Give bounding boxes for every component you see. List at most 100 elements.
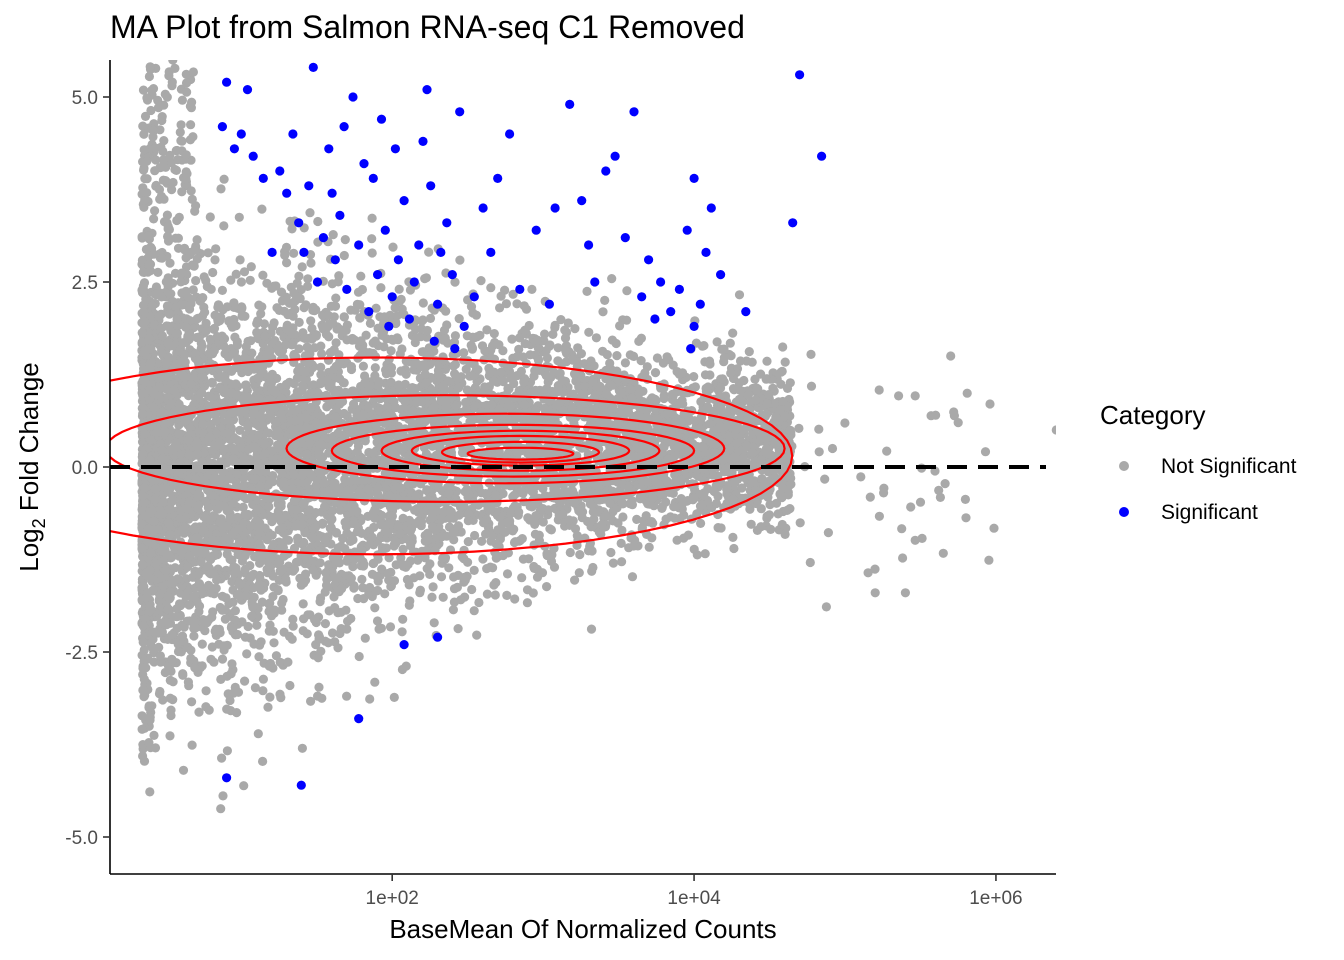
not-significant-point [669,502,679,512]
not-significant-point [482,325,492,335]
not-significant-point [201,686,211,696]
not-significant-point [746,519,756,529]
not-significant-point [333,608,343,618]
not-significant-point [735,356,746,366]
not-significant-point [469,565,479,576]
not-significant-point [218,791,228,801]
not-significant-point [436,572,447,582]
not-significant-point [386,346,396,356]
not-significant-point [343,554,353,564]
not-significant-point [191,276,201,286]
not-significant-point [481,529,491,539]
not-significant-point [476,498,486,508]
not-significant-point [636,356,646,366]
not-significant-point [502,569,513,579]
not-significant-point [341,325,351,335]
not-significant-point [322,582,333,592]
not-significant-point [545,524,555,534]
not-significant-point [585,499,596,509]
not-significant-point [454,314,464,324]
not-significant-point [617,557,627,567]
not-significant-point [502,590,512,601]
not-significant-point [250,683,260,693]
not-significant-point [264,501,274,512]
not-significant-point [627,500,638,510]
not-significant-point [418,298,428,308]
not-significant-point [229,314,239,325]
not-significant-point [620,358,631,368]
not-significant-point [454,510,464,520]
not-significant-point [293,533,303,543]
not-significant-point [615,321,625,331]
not-significant-point [222,746,232,756]
not-significant-point [328,318,338,328]
not-significant-point [715,383,726,393]
not-significant-point [780,529,790,540]
not-significant-point [154,642,164,653]
not-significant-point [234,212,244,222]
not-significant-point [425,569,435,580]
not-significant-point [209,657,219,667]
not-significant-point [471,310,481,320]
not-significant-point [216,804,226,814]
not-significant-point [389,692,399,703]
not-significant-point [349,583,359,593]
not-significant-point [522,598,533,608]
not-significant-point [398,614,408,624]
not-significant-point [441,306,451,316]
not-significant-point [496,375,507,385]
not-significant-point [712,337,722,347]
not-significant-point [476,276,486,286]
not-significant-point [181,286,191,296]
not-significant-point [388,242,398,252]
not-significant-point [427,592,437,602]
not-significant-point [459,545,469,555]
not-significant-point [659,393,669,404]
not-significant-point [438,592,448,602]
not-significant-point [150,206,160,216]
not-significant-point [385,622,396,632]
not-significant-point [606,547,616,558]
not-significant-point [263,702,273,712]
not-significant-point [490,590,500,600]
not-significant-point [233,354,243,364]
not-significant-point [570,324,580,334]
not-significant-point [327,628,338,638]
not-significant-point [145,787,155,797]
not-significant-point [217,753,227,763]
not-significant-point [340,235,350,245]
not-significant-point [192,332,202,343]
not-significant-point [415,571,425,581]
not-significant-point [477,536,487,546]
not-significant-point [528,588,538,598]
not-significant-point [297,743,307,753]
not-significant-point [314,634,324,644]
not-significant-point [425,313,436,323]
not-significant-point [448,361,458,371]
not-significant-point [584,327,594,337]
not-significant-point [443,338,453,348]
not-significant-point [600,295,610,305]
not-significant-point [405,596,415,606]
not-significant-point [370,603,380,613]
not-significant-point [331,293,341,303]
not-significant-point [305,208,315,218]
not-significant-point [154,311,164,322]
not-significant-point [589,514,599,524]
not-significant-point [469,606,479,616]
not-significant-point [734,290,745,300]
not-significant-point [401,661,411,671]
not-significant-point [540,329,550,339]
not-significant-point [222,704,232,714]
not-significant-point [449,584,460,594]
not-significant-point [425,559,435,569]
not-significant-point [313,216,323,227]
not-significant-point [316,370,326,380]
not-significant-point [616,538,626,549]
not-significant-point [520,325,530,335]
not-significant-point [515,333,525,343]
not-significant-point [235,425,245,435]
not-significant-point [586,624,597,634]
not-significant-point [165,731,175,741]
not-significant-point [310,615,320,625]
